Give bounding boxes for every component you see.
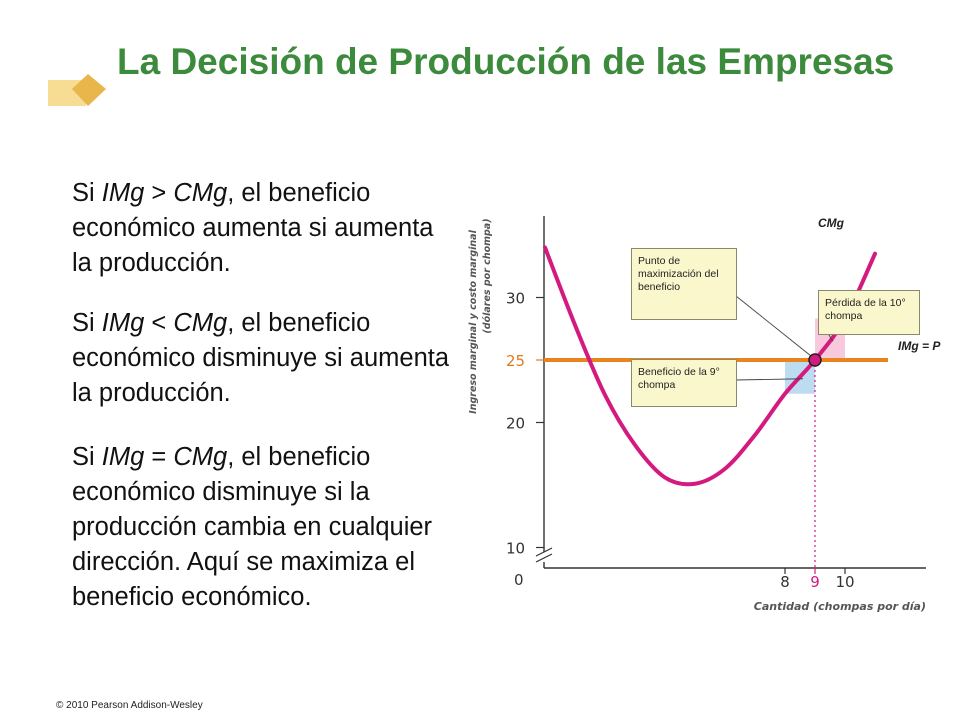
bullet-prefix: Si [72, 309, 102, 337]
operator: = [144, 443, 174, 471]
x-tick-label: 10 [835, 573, 854, 591]
y-tick-label: 10 [506, 540, 525, 558]
copyright-notice: © 2010 Pearson Addison-Wesley [56, 700, 203, 711]
x-tick-label: 9 [810, 573, 820, 591]
decorative-diamond [48, 74, 106, 106]
term-img: IMg [101, 443, 145, 471]
callout-profit: Beneficio de la 9° chompa [631, 359, 737, 407]
bullet-text: , el beneficio económico disminuye si la… [72, 443, 433, 611]
term-cmg: CMg [173, 179, 228, 207]
bullet-text: , el beneficio económico aumenta si aume… [72, 179, 434, 277]
operator: < [144, 309, 174, 337]
y-tick-label: 25 [506, 352, 525, 370]
bullet-img-less: Si IMg < CMg, el beneficio económico dis… [72, 306, 452, 411]
y-tick-label: 20 [506, 415, 525, 433]
chart-axes: 10 20 25 30 0 8 9 10 Cantidad (chompas por día) I… [468, 216, 926, 613]
origin-label: 0 [514, 571, 524, 589]
y-axis-title: Ingreso marginal y costo marginal [468, 229, 479, 413]
axis-break-mark [535, 553, 553, 563]
leader-line [735, 378, 804, 381]
leader-line [735, 295, 812, 357]
page-title: La Decisión de Producción de las Empresa… [117, 41, 895, 82]
callout-loss: Pérdida de la 10° chompa [818, 290, 920, 335]
bullet-prefix: Si [72, 179, 102, 207]
term-cmg: CMg [173, 309, 228, 337]
profit-max-point [808, 353, 822, 367]
term-img: IMg [101, 309, 145, 337]
term-img: IMg [101, 179, 145, 207]
term-cmg: CMg [173, 443, 228, 471]
bullet-img-greater: Si IMg > CMg, el beneficio económico aum… [72, 176, 452, 281]
y-axis-title-units: (dólares por chompa) [482, 218, 493, 333]
img-label: IMg = P [898, 339, 941, 353]
x-tick-label: 8 [780, 573, 790, 591]
bullet-text: , el beneficio económico disminuye si au… [72, 309, 450, 407]
operator: > [144, 179, 174, 207]
y-tick-label: 30 [506, 290, 525, 308]
axis-break-mark [535, 547, 553, 557]
x-axis-title: Cantidad (chompas por día) [754, 600, 926, 613]
chart-labels: CMg IMg = P [818, 216, 941, 353]
bullet-prefix: Si [72, 443, 102, 471]
cmg-label: CMg [818, 216, 845, 230]
bullet-img-equal: Si IMg = CMg, el beneficio económico dis… [72, 440, 452, 615]
callout-max-point: Punto de maximización del beneficio [631, 248, 737, 320]
